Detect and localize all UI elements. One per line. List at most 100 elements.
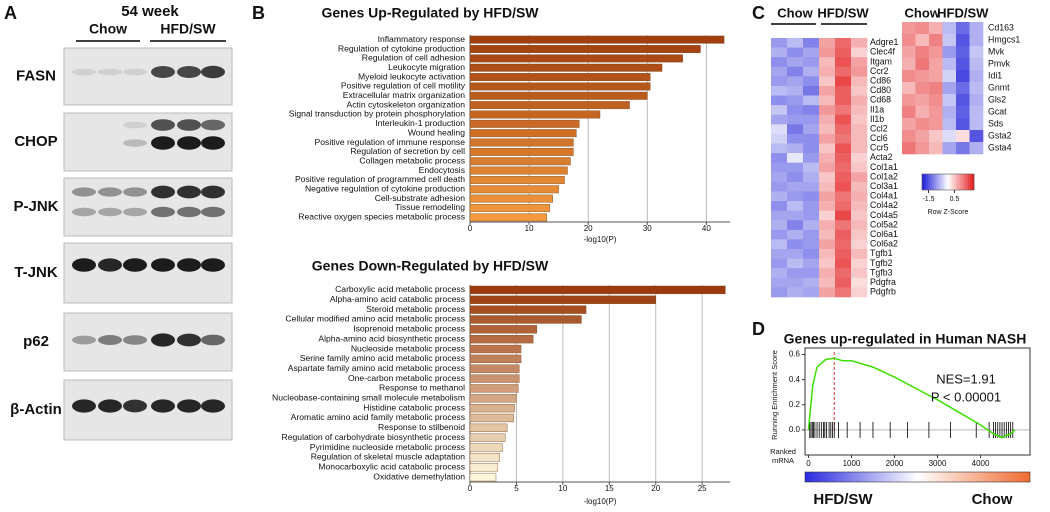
blot-band <box>151 66 175 78</box>
heatmap-cell <box>956 22 970 35</box>
category-label: Positive regulation of immune response <box>315 137 466 147</box>
bar <box>469 403 515 413</box>
heatmap-cell <box>787 124 804 135</box>
heatmap-cell <box>819 229 836 240</box>
category-label: Endocytosis <box>419 165 465 175</box>
color-key-step <box>972 174 975 190</box>
gene-label: Gnmt <box>988 82 1010 92</box>
blot-band <box>201 258 225 272</box>
blot-band <box>151 399 175 413</box>
heatmap-cell <box>803 153 820 164</box>
heatmap-cell <box>956 46 970 59</box>
heatmap-cell <box>835 105 852 116</box>
heatmap-cell <box>851 114 868 125</box>
heatmap-cell <box>787 38 804 48</box>
category-label: Tissue remodeling <box>395 202 465 212</box>
gene-label: Col4a5 <box>870 210 898 220</box>
heatmap-cell <box>902 130 916 143</box>
category-label: Carboxylic acid metabolic process <box>335 284 465 294</box>
category-label: Response to stilbenoid <box>378 422 465 432</box>
heatmap-cell <box>819 191 836 202</box>
panel-label: A <box>4 3 17 23</box>
gene-label: Gcat <box>988 106 1007 116</box>
blot-label: CHOP <box>14 133 57 150</box>
category-label: Wound healing <box>408 127 465 137</box>
gene-label: Hmgcs1 <box>988 34 1020 44</box>
color-key-step <box>970 174 973 190</box>
gene-label: Gsta2 <box>988 130 1012 140</box>
heatmap-cell <box>771 124 788 135</box>
heatmap-cell <box>803 172 820 183</box>
blot-membrane <box>63 47 233 106</box>
blot-band <box>98 187 122 197</box>
heatmap-cell <box>803 191 820 202</box>
category-label: Positive regulation of cell motility <box>341 81 466 91</box>
heatmap-cell <box>929 82 943 95</box>
category-label: Regulation of cell adhesion <box>362 53 465 63</box>
blot-band <box>151 206 175 218</box>
plot-frame <box>804 347 1031 456</box>
bar <box>469 194 553 203</box>
heatmap-cell <box>835 95 852 106</box>
heatmap-cell <box>819 258 836 269</box>
heatmap-cell <box>915 58 930 71</box>
gene-label: Adgre1 <box>870 37 898 47</box>
gene-label: Cd163 <box>988 22 1014 32</box>
heatmap-cell <box>803 143 820 154</box>
heatmap-cell <box>771 162 788 173</box>
category-label: Cellular modified amino acid metabolic p… <box>285 314 465 324</box>
gene-label: Il1b <box>870 114 884 124</box>
heatmap-cell <box>819 47 836 58</box>
blot-membrane <box>63 242 233 304</box>
heatmap-cell <box>929 106 943 119</box>
heatmap-cell <box>803 57 820 68</box>
heatmap-cell <box>771 181 788 192</box>
blot-band <box>177 399 201 413</box>
x-axis-label: -log10(P) <box>584 497 617 506</box>
heatmap-cell <box>787 268 804 279</box>
heatmap-cell <box>835 38 852 48</box>
x-tick-label: 0 <box>468 224 473 233</box>
heatmap-cell <box>851 191 868 202</box>
color-key-step <box>942 174 945 190</box>
heatmap-cell <box>851 38 868 48</box>
gradient-label: Chow <box>972 491 1013 508</box>
heatmap-cell <box>771 249 788 259</box>
color-key-step <box>940 174 943 190</box>
heatmap-cell <box>835 229 852 240</box>
gene-label: Ccl6 <box>870 133 888 143</box>
bar <box>469 423 508 432</box>
blot-band <box>123 399 147 413</box>
color-key-step <box>936 174 939 190</box>
panel-label: B <box>252 3 265 23</box>
bar <box>469 364 520 373</box>
bar <box>469 138 574 147</box>
heatmap-cell <box>942 22 957 35</box>
blot-group: HFD/SW <box>160 21 216 37</box>
category-label: Regulation of secretion by cell <box>350 146 465 156</box>
category-label: Regulation of skeletal muscle adaptation <box>311 452 466 462</box>
heatmap-cell <box>771 268 788 279</box>
heatmap-cell <box>851 181 868 192</box>
color-key-tick: 0.5 <box>950 196 960 203</box>
heatmap-cell <box>771 258 788 269</box>
blot-band <box>98 207 122 217</box>
category-label: Serine family amino acid metabolic proce… <box>300 353 465 363</box>
gene-label: Gls2 <box>988 94 1006 104</box>
gene-label: Cd68 <box>870 95 891 105</box>
bar <box>469 101 630 110</box>
category-label: One-carbon metabolic process <box>348 373 465 383</box>
color-key-step <box>950 174 953 190</box>
bar <box>469 295 656 304</box>
heatmap-cell <box>915 106 930 119</box>
heatmap-cell <box>819 287 836 298</box>
bar <box>469 433 506 442</box>
blot-band <box>123 335 147 345</box>
bar <box>469 166 568 175</box>
color-key-tick: -1.5 <box>922 196 934 203</box>
bar <box>469 213 548 222</box>
chart-title: Genes up-regulated in Human NASH <box>784 331 1027 347</box>
heatmap-cell <box>835 181 852 192</box>
heatmap-cell <box>969 142 984 155</box>
category-label: Monocarboxylic acid catabolic process <box>318 461 465 471</box>
